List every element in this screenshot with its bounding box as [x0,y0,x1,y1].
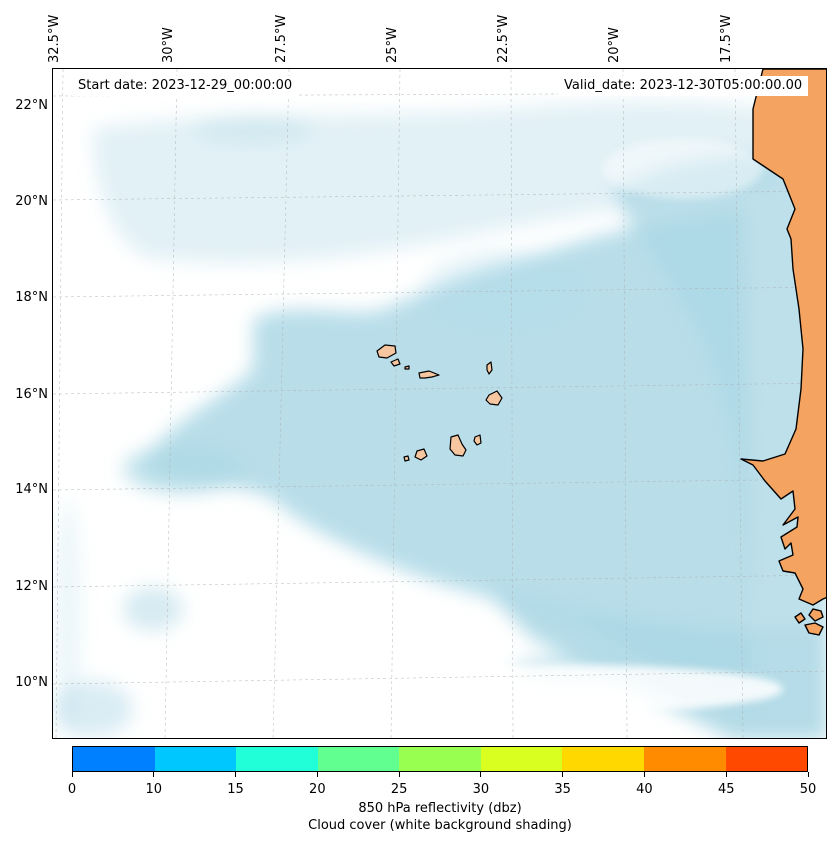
colorbar-tick-label: 20 [309,782,326,797]
colorbar-tick [398,772,400,777]
colorbar-tick [725,772,727,777]
lon-label-25w: 25°W [385,27,400,63]
bijagos-island-3 [794,612,806,624]
colorbar-label: 850 hPa reflectivity (dbz) [358,801,522,816]
island-fogo [414,448,428,461]
graticule [53,69,826,738]
island-brava [403,455,410,462]
island-santiago [449,434,467,457]
lat-label-20n: 20°N [15,194,48,209]
colorbar-tick-label: 30 [472,782,490,797]
colorbar-segment [562,747,644,771]
cloud-patch-southwest [123,587,183,631]
colorbar-tick [316,772,318,777]
lon-label-30w: 30°W [161,27,176,63]
colorbar-tick [562,772,564,777]
colorbar-tick [153,772,155,777]
lat-label-14n: 14°N [15,482,48,497]
lon-label-17.5w: 17.5°W [719,14,734,63]
colorbar-tick [643,772,645,777]
cloud-patch-northcentral [193,115,313,143]
cloud-patch-farwest [56,499,80,738]
map-panel [52,68,827,739]
colorbar-segment [725,747,808,771]
land [740,69,826,636]
cape-verde-islands [376,344,503,462]
lat-label-16n: 16°N [15,387,48,402]
reflectivity-colorbar [72,746,808,772]
cloud-patch-southwest-corner [53,681,133,737]
cloud-mass-main [143,209,753,709]
lon-label-20w: 20°W [607,27,622,63]
colorbar-sublabel: Cloud cover (white background shading) [308,818,572,833]
lon-label-22.5w: 22.5°W [496,14,511,63]
lat-label-18n: 18°N [15,290,48,305]
lat-label-22n: 22°N [15,98,48,113]
colorbar-tick [807,772,809,777]
start-date-label: Start date: 2023-12-29_00:00:00 [72,76,299,96]
colorbar-tick-label: 35 [554,782,571,797]
colorbar-tick [480,772,482,777]
colorbar-segment [643,747,726,771]
colorbar-tick [235,772,237,777]
island-sal [486,361,493,375]
cloud-mass-east [613,155,826,629]
cloud-patch-central-north [423,249,583,329]
colorbar-tick-label: 50 [799,782,817,797]
colorbar-tick-label: 45 [717,782,735,797]
island-boa-vista [485,390,503,406]
colorbar-tick-label: 40 [636,782,653,797]
lon-label-32.5w: 32.5°W [47,14,62,63]
island-santo-antao [376,344,397,359]
colorbar-tick-label: 25 [390,782,408,797]
colorbar-tick-label: 10 [145,782,163,797]
bijagos-island-2 [804,622,824,636]
map-canvas [53,69,826,738]
colorbar-segment [236,747,318,771]
colorbar-segment [73,747,155,771]
lat-label-12n: 12°N [15,579,48,594]
africa-coast [740,69,826,606]
colorbar-tick-label: 0 [67,782,77,797]
colorbar-tick-label: 15 [227,782,244,797]
colorbar-segment [399,747,481,771]
colorbar-tick [71,772,73,777]
island-sao-vicente [390,358,401,367]
island-maio [473,434,482,446]
colorbar-segment [154,747,237,771]
lat-label-10n: 10°N [15,675,48,690]
bijagos-island-1 [808,608,824,622]
valid-date-label: Valid_date: 2023-12-30T05:00:00.00 [558,76,809,96]
island-sao-nicolau [418,370,440,379]
clear-south-band [363,665,783,713]
clear-northeast [603,139,763,199]
colorbar-segment [317,747,400,771]
island-santa-luzia [404,365,410,370]
colorbar-segment [480,747,563,771]
lon-label-27.5w: 27.5°W [274,14,289,63]
cloud-patch-west [123,444,243,494]
